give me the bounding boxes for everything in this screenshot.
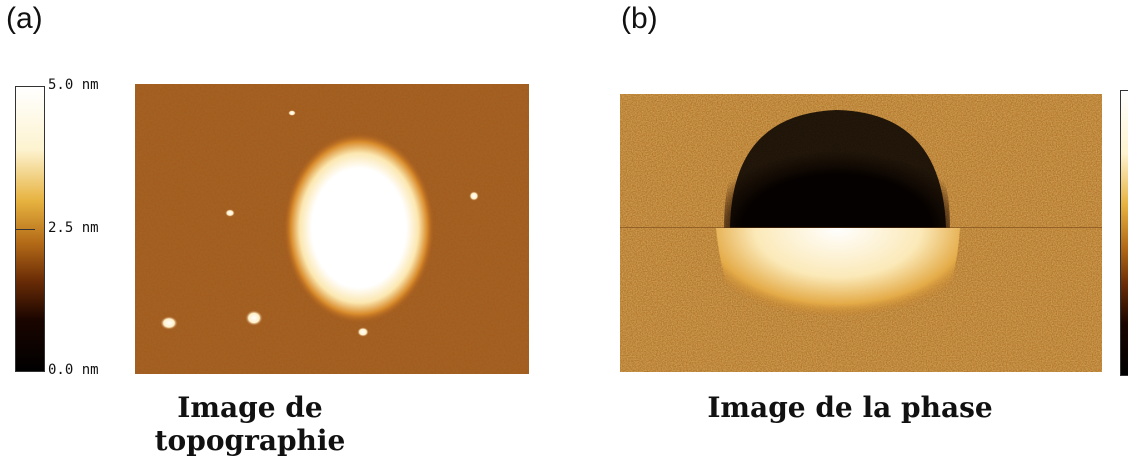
scale-tick-middle [15,229,35,230]
scale-label-middle: 2.5 nm [48,220,99,236]
scale-label-bottom: 0.0 nm [48,362,99,378]
panel-a-label: (a) [6,2,43,35]
scale-tick-top [15,86,35,87]
scale-tick-bottom [15,371,35,372]
scale-label-top: 5.0 nm [48,77,99,93]
phase-image [620,94,1102,372]
topography-image [135,84,529,374]
caption-topography: Image de topographie [154,391,346,457]
phase-color-scale-bar [1120,90,1128,376]
caption-phase: Image de la phase [707,391,993,424]
panel-b-label: (b) [621,2,658,35]
